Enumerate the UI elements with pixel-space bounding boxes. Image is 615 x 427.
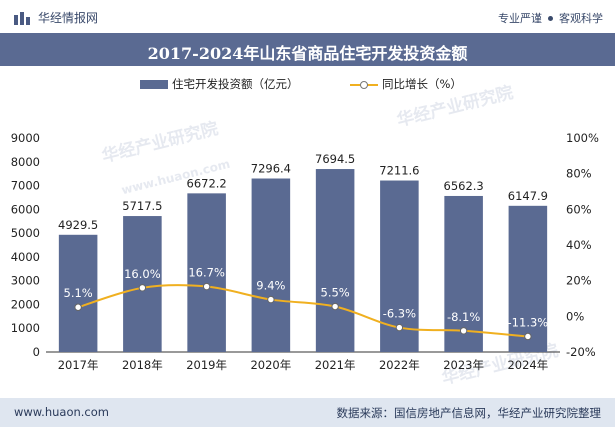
growth-point <box>395 323 404 332</box>
y-right-tick-label: 0% <box>566 309 584 323</box>
footer: www.huaon.com 数据来源：国信房地产信息网，华经产业研究院整理 <box>0 398 615 427</box>
brand-name: 华经情报网 <box>38 11 99 25</box>
y-right-tick-label: 20% <box>566 274 592 288</box>
bar-value-label: 7296.4 <box>251 162 291 176</box>
legend-bar-label: 住宅开发投资额（亿元） <box>172 77 299 91</box>
growth-point <box>74 303 82 311</box>
title-band: 2017-2024年山东省商品住宅开发投资金额 <box>0 33 615 66</box>
bar-value-label: 6147.9 <box>508 189 548 203</box>
x-tick-label: 2017年 <box>58 358 99 372</box>
chart-legend: 住宅开发投资额（亿元） 同比增长（%） <box>0 76 615 96</box>
bar-value-label: 5717.5 <box>122 199 162 213</box>
bar <box>508 205 548 352</box>
growth-value-label: 5.5% <box>321 286 350 300</box>
growth-line <box>77 284 528 338</box>
growth-value-label: 16.7% <box>188 266 225 280</box>
footer-source: 数据来源：国信房地产信息网，华经产业研究院整理 <box>336 406 602 420</box>
bar <box>315 169 355 352</box>
tagline: 专业严谨 客观科学 <box>498 10 603 26</box>
y-right-tick-label: 60% <box>566 202 592 216</box>
y-left-tick-label: 3000 <box>11 274 40 288</box>
x-tick-label: 2019年 <box>186 358 227 372</box>
y-left-tick-label: 1000 <box>11 321 40 335</box>
y-left-tick-label: 4000 <box>11 250 40 264</box>
bar-value-label: 6562.3 <box>444 179 484 193</box>
growth-value-label: -11.3% <box>508 315 549 329</box>
growth-point <box>331 302 339 311</box>
bar-value-label: 7694.5 <box>315 152 355 166</box>
growth-value-label: 5.1% <box>64 286 93 300</box>
growth-point <box>267 295 275 304</box>
brand-logo-icon <box>14 11 30 25</box>
chart-title: 2017-2024年山东省商品住宅开发投资金额 <box>147 44 468 63</box>
legend-line-label: 同比增长（%） <box>382 77 462 91</box>
x-tick-label: 2024年 <box>507 358 548 372</box>
bar <box>251 178 291 352</box>
bar <box>58 234 98 352</box>
tagline-right: 客观科学 <box>559 12 603 25</box>
bar <box>123 216 162 352</box>
y-left-tick-label: 9000 <box>11 131 40 145</box>
tagline-dot-icon <box>548 15 553 21</box>
x-tick-label: 2023年 <box>443 358 484 372</box>
y-left-tick-label: 6000 <box>11 202 40 216</box>
growth-point <box>202 282 211 291</box>
y-right-tick-label: -20% <box>566 345 596 359</box>
y-left-tick-label: 5000 <box>11 226 40 240</box>
legend-bar-swatch-icon <box>140 79 168 89</box>
growth-point <box>459 327 468 335</box>
legend-item-line: 同比增长（%） <box>350 76 462 92</box>
tagline-left: 专业严谨 <box>498 12 542 25</box>
growth-point <box>524 332 532 341</box>
bar-value-label: 4929.5 <box>58 218 98 232</box>
x-tick-label: 2020年 <box>250 358 291 372</box>
bar <box>444 195 483 352</box>
growth-value-label: -6.3% <box>383 307 416 321</box>
y-left-tick-label: 8000 <box>11 155 40 169</box>
y-right-tick-label: 100% <box>566 131 599 145</box>
legend-line-swatch-icon <box>350 80 378 89</box>
bar <box>187 193 226 352</box>
x-tick-label: 2018年 <box>122 358 163 372</box>
growth-value-label: 16.0% <box>124 267 161 281</box>
y-right-tick-label: 80% <box>566 167 592 181</box>
growth-value-label: 9.4% <box>256 279 285 293</box>
growth-point <box>138 284 147 292</box>
y-right-tick-label: 40% <box>566 238 592 252</box>
footer-url: www.huaon.com <box>14 405 109 419</box>
top-bar: 华经情报网 专业严谨 客观科学 <box>0 0 615 32</box>
brand: 华经情报网 <box>14 9 98 26</box>
bar-value-label: 6672.2 <box>187 176 227 190</box>
y-left-tick-label: 7000 <box>11 179 40 193</box>
y-left-tick-label: 0 <box>33 345 40 359</box>
growth-value-label: -8.1% <box>447 310 480 324</box>
bar-value-label: 7211.6 <box>379 164 419 178</box>
legend-item-bars: 住宅开发投资额（亿元） <box>140 76 299 92</box>
x-tick-label: 2021年 <box>315 358 356 372</box>
y-left-tick-label: 2000 <box>11 297 40 311</box>
chart-svg: 0 1000 2000 3000 4000 5000 6000 7000 8000 9000 -20… <box>11 131 599 372</box>
x-tick-label: 2022年 <box>379 358 420 372</box>
